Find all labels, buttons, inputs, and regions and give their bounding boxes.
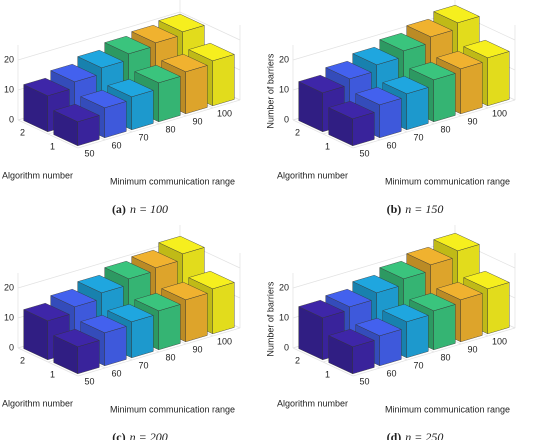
- x-tick-label: 60: [386, 140, 396, 150]
- x-tick-label: 70: [138, 132, 148, 142]
- x-axis-label: Minimum communication range: [385, 404, 510, 414]
- z-tick-label: 20: [4, 54, 14, 64]
- bar-front-face: [105, 326, 127, 365]
- caption-title: n = 250: [405, 430, 443, 440]
- caption-panel: (a): [112, 202, 126, 216]
- x-axis-label: Minimum communication range: [110, 404, 235, 414]
- x-tick-label: 90: [467, 344, 477, 354]
- bar-front-face: [461, 62, 483, 113]
- bar-front-face: [213, 54, 235, 105]
- bar-front-face: [159, 304, 181, 349]
- x-tick-label: 100: [492, 336, 507, 346]
- x-tick-label: 80: [440, 352, 450, 362]
- x-axis-label: Minimum communication range: [110, 176, 235, 186]
- x-tick-label: 80: [165, 352, 175, 362]
- bar-front-face: [159, 76, 181, 121]
- bar-front-face: [434, 73, 456, 121]
- bar-front-face: [132, 315, 154, 357]
- x-tick-label: 100: [217, 108, 232, 118]
- bar-front-face: [380, 98, 402, 137]
- caption-title: n = 100: [130, 202, 168, 216]
- y-tick-label: 1: [50, 369, 55, 379]
- bar-front-face: [488, 282, 510, 333]
- x-tick-label: 100: [492, 108, 507, 118]
- bar-front-face: [434, 304, 456, 349]
- y-axis-label: Algorithm number: [2, 170, 73, 180]
- bar-front-face: [186, 293, 208, 341]
- y-tick-label: 2: [295, 355, 300, 365]
- z-tick-label: 10: [4, 312, 14, 322]
- x-tick-label: 60: [111, 140, 121, 150]
- caption: (d)n = 250: [387, 430, 444, 440]
- x-tick-label: 80: [440, 124, 450, 134]
- x-tick-label: 90: [192, 116, 202, 126]
- z-tick-label: 10: [279, 84, 289, 94]
- z-axis-label: Number of barriers: [265, 53, 275, 129]
- bar-front-face: [132, 90, 154, 129]
- bar-front-face: [213, 282, 235, 333]
- panel: 0 10 20 50 60 70 80 90 100 1 2 Minimum communicatio…: [0, 0, 240, 216]
- z-tick-label: 0: [284, 114, 289, 124]
- panel: 0 10 20 50 60 70 80 90 100 1 2 Minimum communicatio…: [265, 0, 515, 216]
- y-tick-label: 2: [20, 355, 25, 365]
- x-tick-label: 80: [165, 124, 175, 134]
- x-tick-label: 50: [84, 376, 94, 386]
- y-axis-label: Algorithm number: [277, 398, 348, 408]
- y-tick-label: 2: [20, 127, 25, 137]
- z-tick-label: 0: [9, 342, 14, 352]
- bar-front-face: [186, 65, 208, 113]
- z-tick-label: 20: [4, 282, 14, 292]
- caption: (c) n = 200: [112, 430, 167, 440]
- caption-panel: (c): [112, 430, 125, 440]
- panel: 0 10 20 50 60 70 80 90 100 1 2 Minimum communicatio…: [265, 225, 515, 440]
- bar-front-face: [461, 293, 483, 341]
- x-tick-label: 100: [217, 336, 232, 346]
- bar-front-face: [407, 315, 429, 357]
- bar-front-face: [407, 87, 429, 129]
- x-tick-label: 70: [138, 360, 148, 370]
- z-tick-label: 20: [279, 54, 289, 64]
- z-tick-label: 0: [9, 114, 14, 124]
- x-tick-label: 90: [467, 116, 477, 126]
- caption: (b)n = 150: [387, 202, 444, 216]
- z-tick-label: 0: [284, 342, 289, 352]
- x-axis-label: Minimum communication range: [385, 176, 510, 186]
- z-tick-label: 10: [279, 312, 289, 322]
- x-tick-label: 50: [84, 148, 94, 158]
- bar-front-face: [488, 51, 510, 105]
- caption: (a) n = 100: [112, 202, 168, 216]
- x-tick-label: 70: [413, 132, 423, 142]
- z-tick-label: 10: [4, 84, 14, 94]
- z-tick-label: 20: [279, 282, 289, 292]
- y-tick-label: 1: [325, 369, 330, 379]
- caption-title: n = 150: [405, 202, 443, 216]
- x-tick-label: 60: [386, 368, 396, 378]
- caption-title: n = 200: [130, 430, 168, 440]
- z-axis-label: Number of barriers: [265, 281, 275, 357]
- y-tick-label: 1: [50, 141, 55, 151]
- x-tick-label: 50: [359, 376, 369, 386]
- caption-panel: (d): [387, 430, 402, 440]
- caption-panel: (b): [387, 202, 402, 216]
- y-axis-label: Algorithm number: [2, 398, 73, 408]
- x-tick-label: 50: [359, 148, 369, 158]
- x-tick-label: 90: [192, 344, 202, 354]
- y-tick-label: 1: [325, 141, 330, 151]
- x-tick-label: 60: [111, 368, 121, 378]
- y-tick-label: 2: [295, 127, 300, 137]
- panel: 0 10 20 50 60 70 80 90 100 1 2 Minimum communicatio…: [0, 225, 240, 440]
- x-tick-label: 70: [413, 360, 423, 370]
- y-axis-label: Algorithm number: [277, 170, 348, 180]
